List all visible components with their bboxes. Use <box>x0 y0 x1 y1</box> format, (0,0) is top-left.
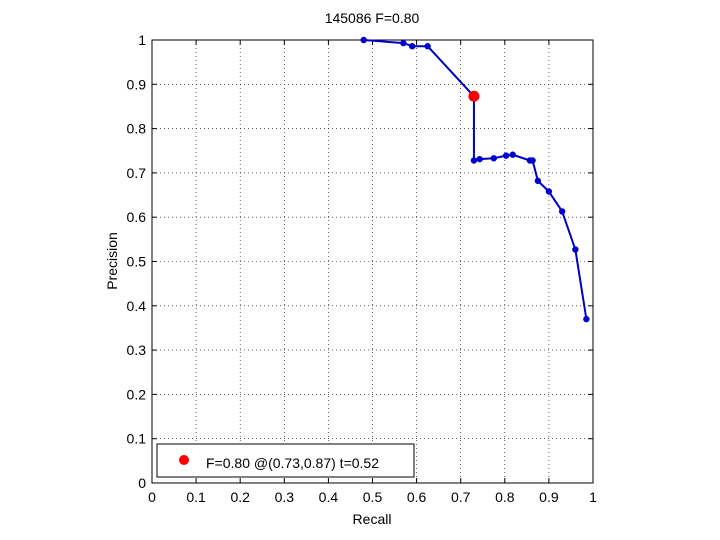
x-tick-label: 0.4 <box>319 489 339 505</box>
legend-entry: F=0.80 @(0.73,0.87) t=0.52 <box>206 455 379 471</box>
data-point <box>476 155 483 163</box>
data-point <box>509 151 516 158</box>
x-tick-label: 0.8 <box>495 489 515 505</box>
y-tick-label: 1 <box>138 32 146 48</box>
best-f-point <box>468 90 480 102</box>
x-tick-label: 0 <box>148 489 156 505</box>
data-point <box>502 152 510 159</box>
legend-box <box>156 443 415 478</box>
x-tick-label: 0.3 <box>275 489 295 505</box>
y-tick-label: 0.5 <box>127 254 147 270</box>
x-axis-label: Recall <box>353 511 392 527</box>
series-layer <box>360 36 590 323</box>
data-point <box>424 43 431 50</box>
x-tick-label: 0.1 <box>186 489 206 505</box>
data-point <box>583 315 590 323</box>
y-tick-label: 0.6 <box>127 209 147 225</box>
x-tick-label: 0.5 <box>363 489 383 505</box>
axis-ticks <box>151 39 594 484</box>
legend: F=0.80 @(0.73,0.87) t=0.52 <box>156 443 415 478</box>
x-tick-label: 0.6 <box>407 489 427 505</box>
grid-lines <box>152 40 593 483</box>
x-tick-label: 0.2 <box>230 489 250 505</box>
y-tick-label: 0.9 <box>127 76 147 92</box>
y-tick-label: 0.2 <box>127 386 147 402</box>
data-point <box>545 188 553 195</box>
x-tick-label: 0.7 <box>451 489 471 505</box>
data-point <box>470 157 478 164</box>
legend-marker <box>179 455 189 465</box>
y-tick-label: 0.1 <box>127 431 147 447</box>
y-tick-label: 0.4 <box>127 298 147 314</box>
data-point <box>529 157 536 164</box>
data-point <box>534 177 542 185</box>
plot-area <box>151 36 594 484</box>
data-point <box>490 155 497 162</box>
x-axis-tick-labels: 0 0.1 0.2 0.3 0.4 0.5 0.6 0.7 0.8 0.9 1 <box>148 489 597 505</box>
highlight-layer <box>468 90 480 102</box>
x-tick-label: 0.9 <box>539 489 559 505</box>
data-point <box>408 43 416 50</box>
y-axis-tick-labels: 0 0.1 0.2 0.3 0.4 0.5 0.6 0.7 0.8 0.9 1 <box>127 32 147 491</box>
y-tick-label: 0.8 <box>127 121 147 137</box>
y-tick-label: 0 <box>138 475 146 491</box>
y-tick-label: 0.3 <box>127 342 147 358</box>
data-point <box>400 39 407 47</box>
x-tick-label: 1 <box>589 489 597 505</box>
y-axis-label: Precision <box>104 232 120 290</box>
data-point <box>558 208 566 215</box>
data-point <box>572 246 579 253</box>
y-tick-label: 0.7 <box>127 165 147 181</box>
data-point <box>360 36 367 44</box>
chart-title: 145086 F=0.80 <box>325 10 420 26</box>
